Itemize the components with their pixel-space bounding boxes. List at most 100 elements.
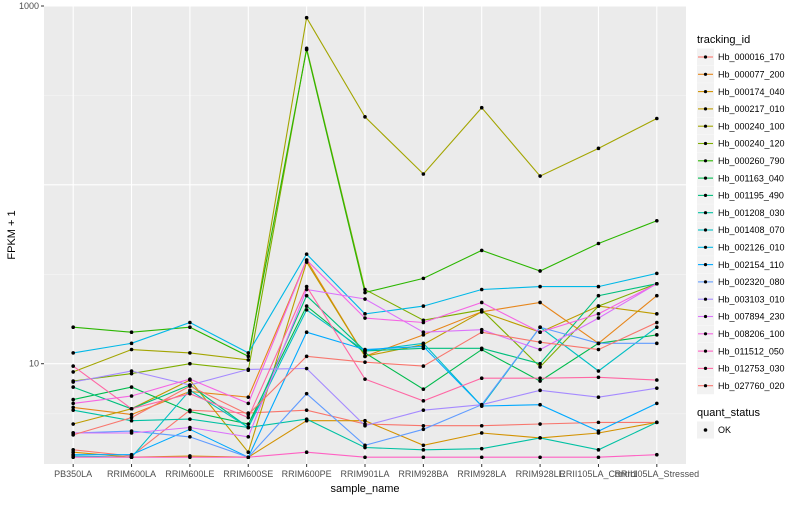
data-point	[71, 380, 75, 384]
data-point	[188, 377, 192, 381]
data-point	[304, 47, 309, 52]
data-point	[596, 293, 601, 298]
data-point	[421, 320, 426, 325]
data-point	[246, 395, 251, 399]
data-point	[538, 347, 542, 352]
legend-label: Hb_002126_010	[718, 243, 785, 253]
data-point	[363, 312, 367, 316]
data-point	[71, 401, 75, 406]
legend-swatch-point	[703, 55, 708, 59]
data-point	[421, 399, 426, 403]
data-point	[71, 450, 75, 455]
data-point	[596, 375, 601, 380]
legend-swatch-point	[703, 332, 708, 336]
legend-swatch-point	[703, 314, 708, 319]
x-tick-label: RRIM600PE	[282, 469, 332, 479]
data-point	[479, 446, 484, 451]
x-tick-label: RRIM600LE	[165, 469, 214, 479]
data-point	[596, 429, 601, 433]
data-point	[363, 354, 367, 359]
data-point	[304, 308, 309, 312]
legend-swatch-point	[703, 107, 708, 111]
legend-swatch-point	[703, 90, 708, 94]
data-point	[596, 146, 601, 151]
data-point	[538, 340, 542, 344]
data-point	[421, 427, 426, 432]
data-point	[655, 386, 659, 390]
legend-item: Hb_000240_120	[697, 135, 785, 152]
data-point	[596, 395, 601, 399]
data-point	[363, 316, 367, 320]
data-point	[655, 341, 659, 346]
data-point	[188, 320, 192, 325]
data-point	[596, 347, 601, 352]
y-axis-label: FPKM + 1	[6, 210, 18, 259]
data-point	[129, 415, 134, 420]
data-point	[538, 174, 542, 178]
axes: sample_name FPKM + 1 10 1000 PB350LA RRIM60…	[6, 1, 699, 495]
data-point	[304, 287, 309, 292]
data-point	[655, 293, 659, 298]
data-point	[71, 408, 75, 412]
data-point	[246, 401, 251, 406]
legend-item: Hb_002126_010	[697, 238, 785, 256]
data-point	[538, 455, 542, 460]
data-point	[655, 320, 659, 325]
data-point	[363, 360, 367, 364]
shape-legend-title: quant_status	[697, 407, 760, 419]
x-tick-label: PB350LA	[54, 469, 92, 479]
data-point	[363, 290, 367, 295]
data-point	[129, 385, 134, 389]
data-point	[129, 452, 134, 457]
shape-legend-items: OK	[697, 421, 731, 439]
data-point	[479, 327, 484, 332]
data-point	[129, 406, 134, 411]
legend-swatch-point	[703, 141, 708, 146]
legend-swatch-point	[703, 349, 708, 353]
data-point	[421, 276, 426, 281]
data-point	[363, 377, 367, 381]
data-point	[304, 330, 309, 335]
data-point	[596, 369, 601, 373]
data-point	[538, 402, 542, 407]
data-point	[479, 105, 484, 110]
legend-item: Hb_002154_110	[697, 256, 784, 274]
data-point	[71, 325, 75, 330]
data-point	[538, 284, 542, 289]
data-point	[188, 391, 192, 396]
data-point	[421, 344, 426, 349]
legend-label: Hb_000016_170	[718, 52, 785, 62]
legend-label: Hb_000260_790	[718, 156, 785, 166]
data-point	[188, 435, 192, 439]
data-point	[129, 347, 134, 352]
data-point	[246, 450, 251, 455]
legend-item: Hb_001208_030	[697, 204, 785, 222]
data-point	[246, 425, 251, 430]
legend-swatch-point	[703, 263, 708, 267]
legend-item: Hb_008206_100	[697, 325, 785, 343]
data-point	[596, 312, 601, 316]
legend-item: Hb_001408_070	[697, 221, 785, 239]
data-point	[421, 330, 426, 335]
data-point	[655, 420, 659, 425]
data-point	[538, 376, 542, 380]
legend-swatch-point	[703, 124, 708, 128]
legend-label: Hb_003103_010	[718, 294, 785, 304]
data-point	[129, 371, 134, 376]
legend-swatch-point	[703, 176, 708, 180]
legend-swatch-point	[703, 366, 708, 370]
data-point	[304, 366, 309, 371]
data-point	[655, 312, 659, 316]
data-point	[129, 330, 134, 335]
data-point	[596, 448, 601, 452]
data-point	[246, 367, 251, 372]
x-tick-label: RRIM901LA	[340, 469, 389, 479]
data-point	[479, 287, 484, 292]
shape-legend-point	[703, 428, 708, 432]
data-point	[596, 341, 601, 346]
legend-label: Hb_001408_070	[718, 225, 785, 235]
legend-swatch-point	[703, 280, 708, 284]
data-point	[304, 354, 309, 359]
legend-item: Hb_000077_200	[697, 65, 785, 83]
